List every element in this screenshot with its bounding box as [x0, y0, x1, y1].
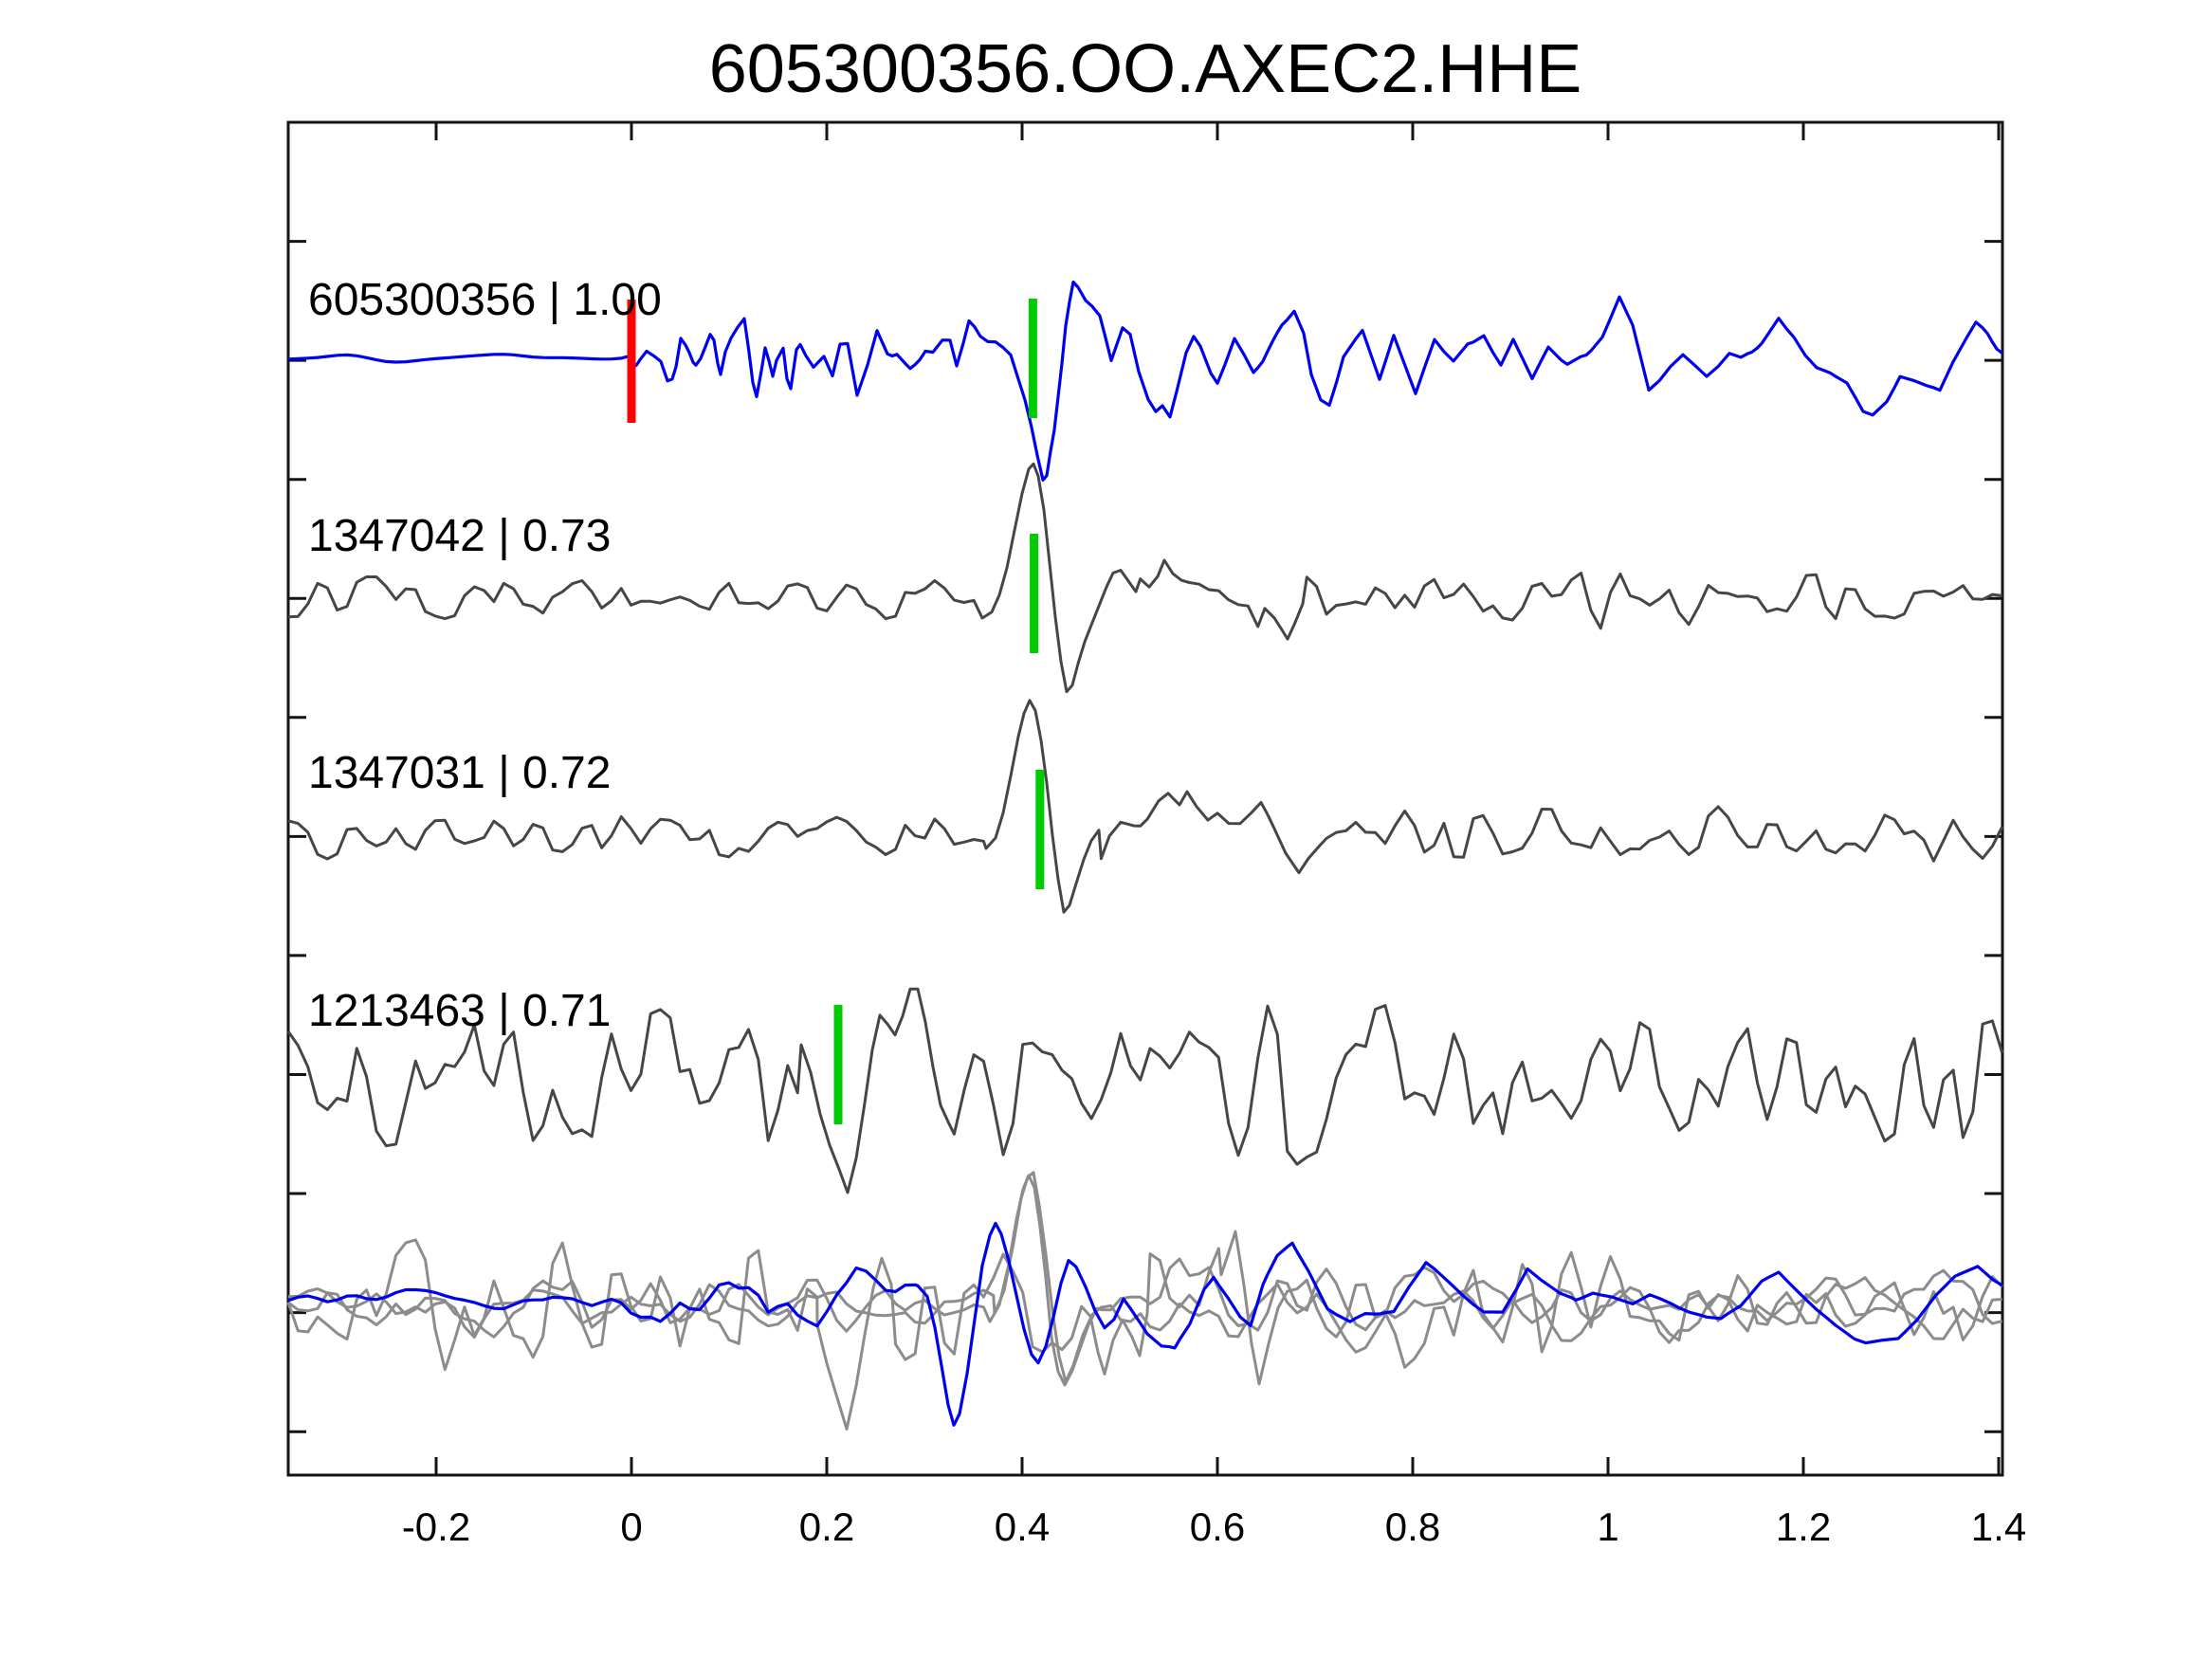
svg-text:1347042 | 0.73: 1347042 | 0.73	[308, 511, 611, 561]
svg-text:605300356.OO.AXEC2.HHE: 605300356.OO.AXEC2.HHE	[709, 31, 1582, 107]
svg-text:1213463 | 0.71: 1213463 | 0.71	[308, 986, 611, 1036]
svg-text:-0.2: -0.2	[402, 1504, 470, 1549]
svg-text:605300356 | 1.00: 605300356 | 1.00	[308, 275, 662, 325]
svg-text:0.6: 0.6	[1190, 1504, 1245, 1549]
svg-text:1347031 | 0.72: 1347031 | 0.72	[308, 748, 611, 798]
svg-text:0.8: 0.8	[1385, 1504, 1440, 1549]
svg-text:1.4: 1.4	[1971, 1504, 2026, 1549]
svg-text:0.2: 0.2	[799, 1504, 854, 1549]
svg-text:0: 0	[620, 1504, 642, 1549]
svg-text:1.2: 1.2	[1776, 1504, 1831, 1549]
svg-text:0.4: 0.4	[995, 1504, 1050, 1549]
svg-text:1: 1	[1597, 1504, 1618, 1549]
